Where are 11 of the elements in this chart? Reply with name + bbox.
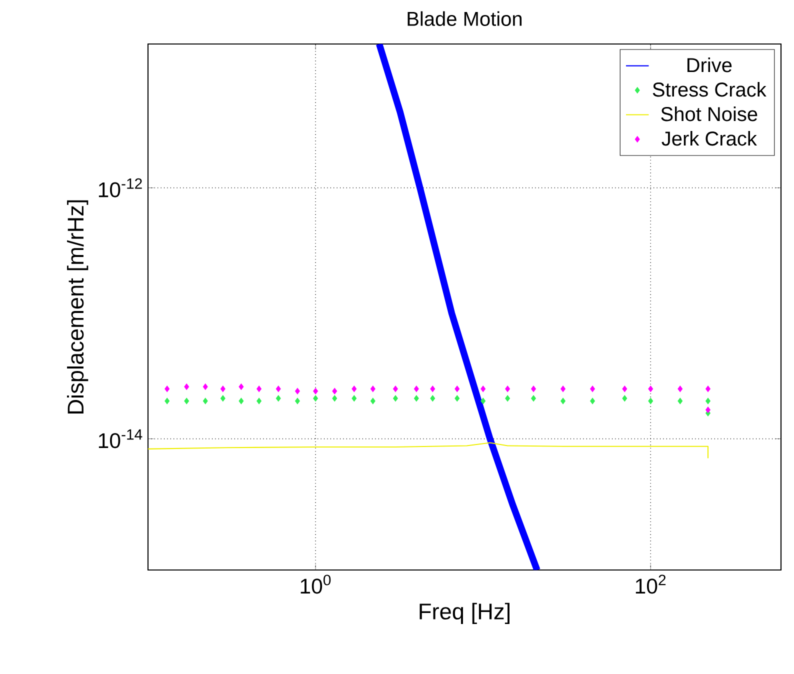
y-tick-label: 10$^{-14}$ (98, 429, 142, 448)
x-tick-label: 10$^{0}$ (300, 574, 331, 594)
x-axis-title: Freq [Hz] (420, 602, 510, 624)
legend-label: Jerk Crack (662, 131, 757, 146)
x-tick-label: 10$^{2}$ (636, 574, 666, 594)
y-axis-title: Displacement [m/rHz] (67, 200, 88, 414)
y-tick-label: 10$^{-12}$ (98, 178, 142, 198)
legend-label: Stress Crack (652, 82, 766, 97)
legend-label: Shot Noise (661, 106, 758, 122)
chart-title: Blade Motion (408, 11, 522, 26)
legend-label: Drive (687, 58, 732, 72)
